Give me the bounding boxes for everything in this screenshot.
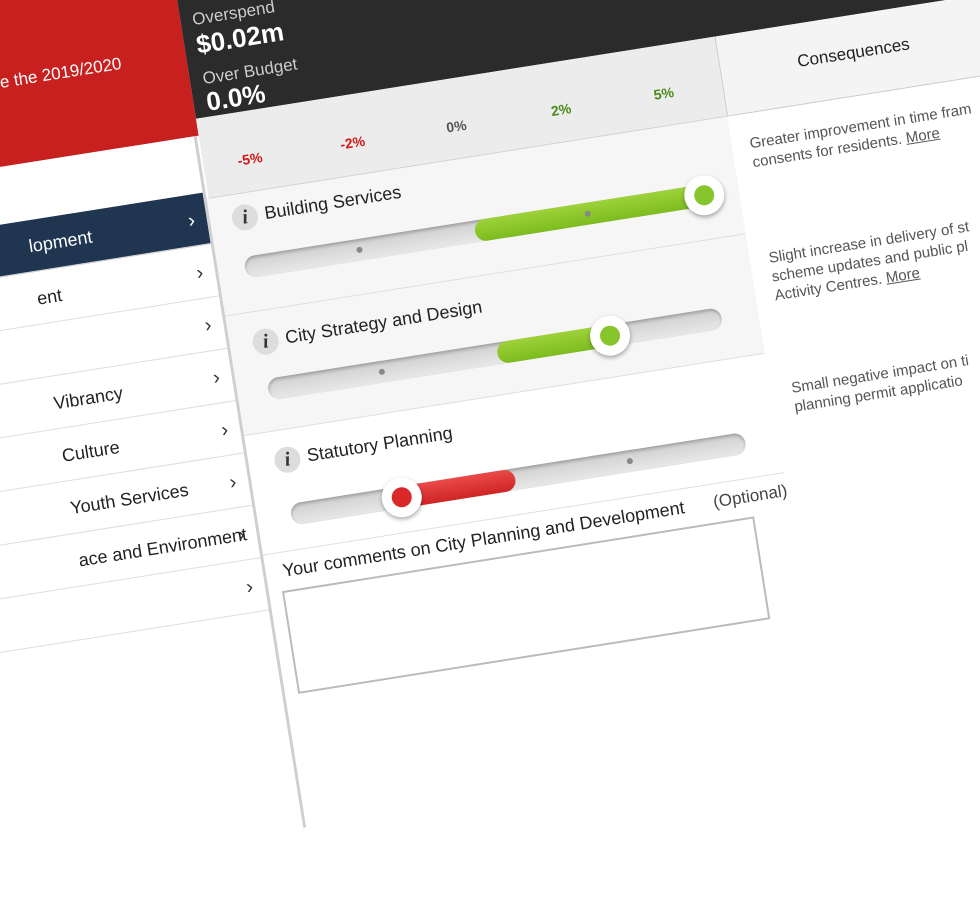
chevron: › (186, 209, 197, 233)
chevron: › (194, 261, 205, 285)
nav-text: ent (35, 285, 64, 309)
nav-text: lopment (27, 226, 94, 257)
scale-label: 0% (445, 116, 468, 136)
nav-text: ace and Environment (77, 524, 249, 571)
consequence: Small negative impact on ti planning per… (790, 351, 973, 417)
chevron: › (219, 418, 230, 442)
nav-text: Vibrancy (52, 382, 125, 414)
chevron: › (244, 575, 255, 599)
nav-text: Culture (60, 436, 121, 466)
chevron: › (227, 471, 239, 494)
scale-label: 2% (549, 100, 573, 120)
chevron: › (203, 314, 214, 337)
screen: e the 2019/2020 Overspend $0.02m Over Bu… (0, 0, 980, 828)
more-link[interactable]: More (904, 124, 942, 147)
knob-center (692, 183, 716, 207)
nav-text: Youth Services (68, 479, 190, 519)
consequence: Greater improvement in time fram consent… (748, 100, 975, 173)
knob-center (390, 485, 414, 509)
more-link[interactable]: More (884, 264, 922, 287)
app: e the 2019/2020 Overspend $0.02m Over Bu… (0, 0, 980, 828)
knob-center (598, 324, 622, 348)
chevron: › (211, 366, 222, 390)
scale-label: 5% (652, 83, 676, 103)
consequence: Slight increase in delivery of st scheme… (767, 217, 976, 305)
